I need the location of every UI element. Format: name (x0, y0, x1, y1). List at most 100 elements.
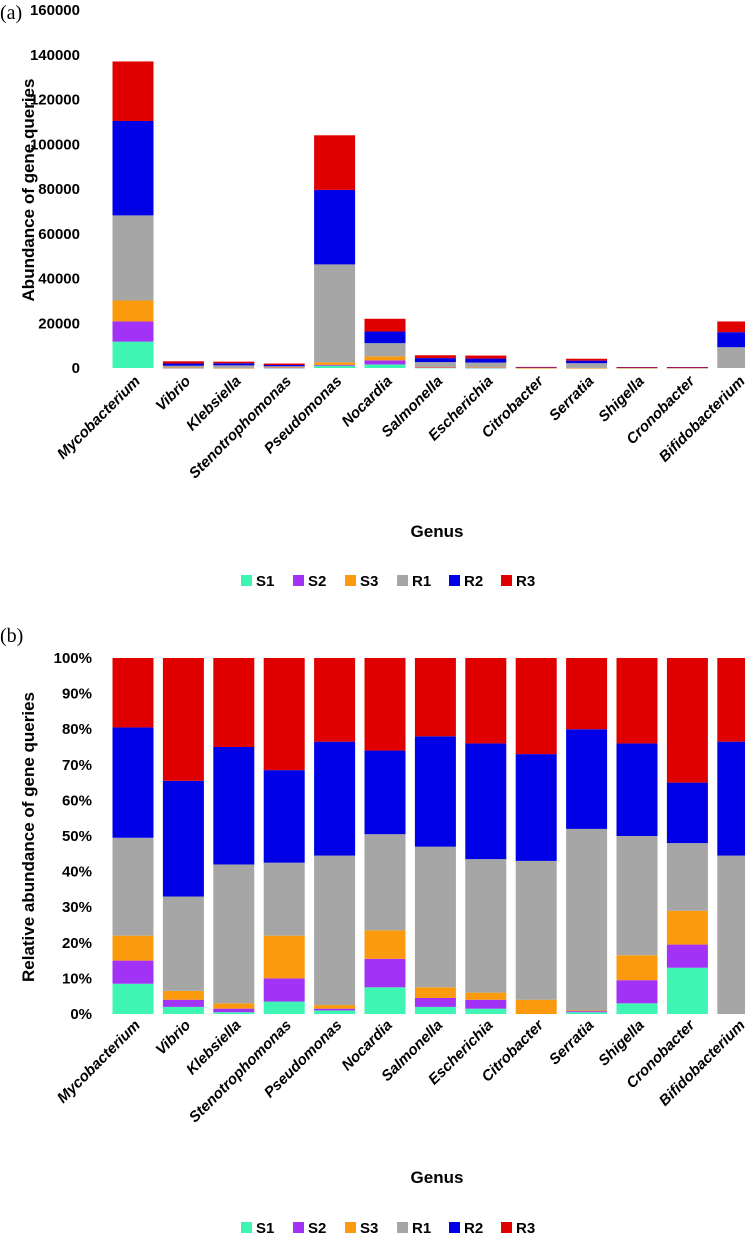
panel-a-bar-segment-r3 (314, 135, 356, 190)
panel-b-y-tick-label: 70% (62, 757, 92, 774)
panel-b-category-label: Shigella (595, 1017, 648, 1070)
panel-b-legend-label-r3: R3 (516, 1220, 535, 1237)
panel-a-legend-swatch-r2 (449, 575, 460, 586)
panel-a-category-label: Shigella (595, 373, 648, 426)
panel-a-bar-segment-s2 (112, 321, 154, 342)
panel-b-bar-segment-s1 (616, 1003, 658, 1014)
panel-b-bar-segment-r2 (263, 770, 305, 863)
panel-b-bar-segment-s3 (465, 992, 507, 1000)
panel-a-bar-segment-r1 (314, 264, 356, 363)
panel-a-category-label: Vibrio (153, 373, 195, 415)
panel-b-bar-segment-s3 (616, 955, 658, 981)
panel-b-bar-segment-r2 (213, 747, 255, 865)
panel-b-category-label: Bifidobacterium (656, 1017, 745, 1110)
panel-b-bar-segment-r2 (566, 729, 608, 829)
panel-b-legend-swatch-s3 (345, 1222, 356, 1233)
panel-a-y-tick-label: 80000 (38, 181, 80, 198)
panel-a-bar-segment-r3 (213, 361, 255, 364)
panel-a-legend-label-s2: S2 (308, 573, 326, 590)
panel-b-bar-segment-r1 (616, 836, 658, 956)
panel-b-bar-segment-r3 (162, 658, 204, 781)
panel-b-y-axis-title: Relative abundance of gene queries (19, 692, 38, 982)
panel-b-bar-segment-r1 (465, 859, 507, 993)
panel-a-legend-label-s1: S1 (256, 573, 274, 590)
panel-a-bar-segment-r3 (414, 355, 456, 359)
panel-b-bar-segment-r2 (616, 743, 658, 836)
panel-b-bar-segment-s1 (566, 1012, 608, 1014)
panel-b-bar-segment-r3 (263, 658, 305, 771)
panel-a-bar-segment-r3 (717, 321, 745, 333)
panel-b-bar-segment-s3 (314, 1005, 356, 1009)
panel-b-x-axis-title: Genus (411, 1168, 464, 1187)
panel-a-bar-segment-s2 (414, 367, 456, 368)
panel-a-bar-segment-s1 (112, 341, 154, 368)
panel-a-legend-swatch-r1 (397, 575, 408, 586)
panel-b-legend-swatch-s2 (293, 1222, 304, 1233)
panel-b-bar-segment-r1 (213, 864, 255, 1004)
panel-b-bar-segment-s3 (263, 935, 305, 979)
panel-b-bar-segment-s2 (213, 1008, 255, 1013)
panel-a-y-tick-label: 120000 (30, 92, 80, 109)
panel-b-legend-swatch-r2 (449, 1222, 460, 1233)
panel-a-bar-segment-r2 (314, 189, 356, 265)
panel-b-category-label: Vibrio (153, 1017, 195, 1059)
panel-a-bar-segment-r3 (666, 367, 708, 368)
panel-b-legend-label-s2: S2 (308, 1220, 326, 1237)
panel-a-bar-segment-r1 (414, 362, 456, 368)
panel-b-bar-segment-r2 (666, 782, 708, 844)
panel-b-bar-segment-r2 (717, 741, 745, 856)
panel-b-bar-segment-r3 (364, 658, 406, 751)
panel-b-bar-segment-r1 (566, 828, 608, 1011)
panel-b-bar-segment-s1 (162, 1006, 204, 1014)
panel-a-bar-segment-s2 (314, 364, 356, 366)
panel-a-bar-segment-r3 (162, 361, 204, 364)
panel-a-y-tick-label: 0 (72, 360, 80, 377)
panel-b-chart: (b) 0% 10% 20% 30% 40% 50% 60% 70% 80% 90% 100% My… (0, 625, 745, 1237)
panel-b-legend-swatch-r3 (501, 1222, 512, 1233)
panel-b-bar-segment-s1 (364, 987, 406, 1014)
panel-b-bar-segment-r1 (162, 896, 204, 991)
panel-b-bar-segment-s2 (616, 980, 658, 1004)
panel-a-y-tick-label: 100000 (30, 136, 80, 153)
panel-a-bar-segment-r2 (263, 364, 305, 367)
panel-a-legend-label-r1: R1 (412, 573, 431, 590)
panel-b-bar-segment-s2 (263, 978, 305, 1002)
panel-b-y-tick-label: 40% (62, 864, 92, 881)
panel-b-bar-segment-r1 (364, 834, 406, 931)
panel-b-bar-segment-r2 (112, 727, 154, 838)
panel-b-bar-segment-s1 (112, 983, 154, 1014)
panel-a-bar-segment-r3 (616, 367, 658, 368)
panel-a-y-axis-title: Abundance of gene queries (19, 79, 38, 302)
panel-b-bar-segment-s2 (162, 999, 204, 1007)
panel-a-label: (a) (0, 2, 22, 24)
panel-b-bar-segment-r3 (112, 658, 154, 728)
panel-b-bar-segment-r1 (314, 855, 356, 1006)
panel-a-legend-label-r2: R2 (464, 573, 483, 590)
panel-b-y-tick-label: 90% (62, 686, 92, 703)
panel-b-y-tick-label: 0% (70, 1006, 92, 1023)
panel-b-bar-segment-s3 (414, 987, 456, 998)
panel-a-bar-segment-r2 (162, 363, 204, 366)
panel-b-bar-segment-s3 (566, 1010, 608, 1012)
panel-a-bar-segment-r2 (414, 358, 456, 363)
panel-a-bar-segment-s3 (465, 367, 507, 368)
panel-a-bar-segment-s3 (162, 367, 204, 369)
panel-b-bar-segment-r3 (465, 658, 507, 744)
panel-b-bar-segment-r3 (666, 658, 708, 783)
panel-b-bar-segment-s1 (414, 1006, 456, 1014)
panel-a-bar-segment-s1 (364, 364, 406, 368)
panel-a-bar-segment-s3 (414, 367, 456, 368)
panel-b-y-tick-label: 10% (62, 970, 92, 987)
panel-a-y-tick-label: 60000 (38, 226, 80, 243)
panel-a-bar-segment-r3 (263, 363, 305, 365)
panel-b-bar-segment-r3 (566, 658, 608, 730)
panel-b-bar-segment-r1 (263, 862, 305, 936)
panel-a-bar-segment-r3 (566, 358, 608, 361)
panel-b-category-labels: Mycobacterium VibrioKlebsiellaStenotropho… (54, 1016, 745, 1126)
panel-b-bar-segment-s2 (314, 1008, 356, 1011)
panel-b-bar-segment-r1 (414, 846, 456, 988)
panel-b-bar-segment-s1 (213, 1012, 255, 1014)
panel-a-legend-label-r3: R3 (516, 573, 535, 590)
panel-a-bar-segment-s1 (314, 365, 356, 368)
panel-a-bar-segment-s3 (112, 300, 154, 322)
